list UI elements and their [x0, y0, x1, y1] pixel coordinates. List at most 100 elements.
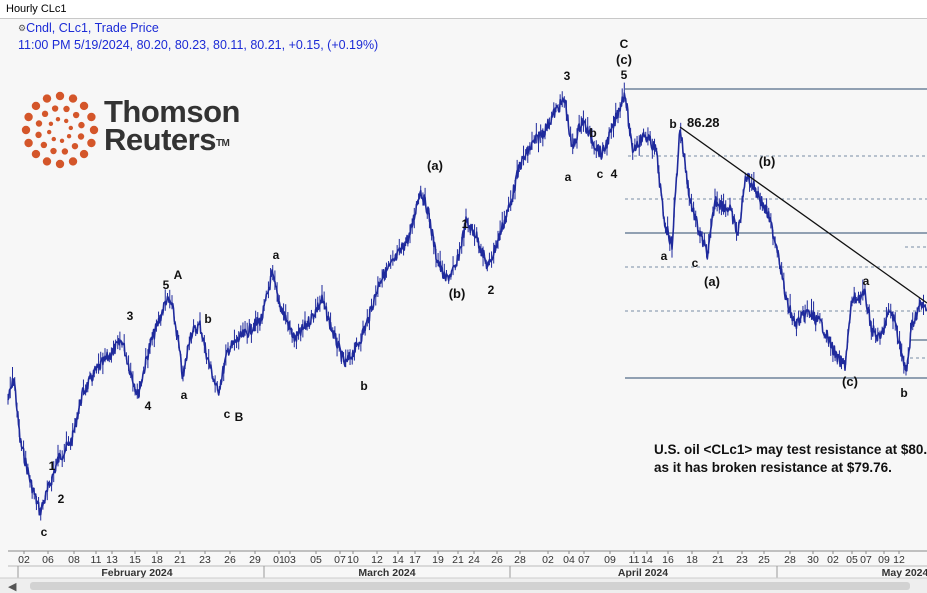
x-tick-label: 06 — [42, 554, 54, 566]
wave-label: (a) — [427, 158, 443, 173]
wave-label: b — [204, 312, 211, 326]
horizontal-scrollbar[interactable]: ◀ — [0, 577, 927, 593]
logo-dot — [68, 94, 78, 103]
x-tick-label: 05 — [310, 554, 322, 566]
wave-label: (b) — [449, 286, 466, 301]
x-tick-label: 23 — [199, 554, 211, 566]
x-tick-label: 09 — [878, 554, 890, 566]
wave-label: C — [620, 37, 629, 51]
x-tick-label: 16 — [662, 554, 674, 566]
x-tick-label: 04 — [563, 554, 575, 566]
x-tick-label: 08 — [68, 554, 80, 566]
logo-dot — [35, 120, 43, 127]
x-tick-label: 13 — [106, 554, 118, 566]
x-tick-label: 07 — [578, 554, 590, 566]
logo-dot — [48, 121, 54, 126]
x-tick-label: 15 — [129, 554, 141, 566]
logo-trademark: TM — [215, 138, 230, 149]
month-label: February 2024 — [101, 567, 172, 579]
x-tick-label: 12 — [371, 554, 383, 566]
logo-dot — [35, 131, 42, 139]
x-tick-label: 25 — [758, 554, 770, 566]
x-tick-label: 30 — [807, 554, 819, 566]
x-tick-label: 02 — [827, 554, 839, 566]
chart-legend: ⚙Cndl, CLc1, Trade Price 11:00 PM 5/19/2… — [18, 20, 378, 54]
wave-label: b — [900, 386, 907, 400]
logo-dot — [55, 91, 65, 101]
x-tick-label: 14 — [392, 554, 404, 566]
wave-label: 3 — [127, 309, 134, 323]
month-label: April 2024 — [618, 567, 668, 579]
logo-dot — [87, 138, 96, 148]
logo-dot — [79, 101, 89, 111]
logo-line-2: Reuters — [104, 122, 216, 157]
x-tick-label: 01 — [273, 554, 285, 566]
x-tick-label: 21 — [712, 554, 724, 566]
x-tick-label: 03 — [284, 554, 296, 566]
logo-dot — [50, 147, 57, 155]
wave-label: a — [565, 170, 572, 184]
x-tick-label: 14 — [641, 554, 653, 566]
wave-label: A — [174, 268, 183, 282]
scroll-left-icon[interactable]: ◀ — [8, 581, 17, 593]
x-tick-label: 21 — [452, 554, 464, 566]
wave-label: 4 — [145, 399, 152, 413]
wave-label: b — [669, 117, 676, 131]
logo-dot — [24, 138, 33, 148]
x-tick-label: 19 — [432, 554, 444, 566]
scrollbar-thumb[interactable] — [30, 582, 910, 590]
x-tick-label: 07 — [860, 554, 872, 566]
wave-label: 5 — [163, 278, 170, 292]
logo-dot — [51, 105, 59, 112]
x-tick-label: 17 — [409, 554, 421, 566]
settings-icon[interactable]: ⚙ — [18, 23, 27, 33]
wave-label: (a) — [704, 274, 720, 289]
legend-series: Cndl, CLc1, Trade Price — [26, 21, 159, 35]
x-tick-label: 26 — [491, 554, 503, 566]
x-tick-label: 18 — [151, 554, 163, 566]
wave-label: 2 — [58, 492, 65, 506]
logo-dot — [77, 133, 85, 140]
x-axis: 02 06 08 11 13 15 18 21 23 26 29 01 03 05 07 10 12 14 17 19… — [8, 550, 927, 579]
wave-label: c — [41, 525, 48, 539]
wave-label: a — [661, 249, 668, 263]
logo-dot — [24, 112, 33, 122]
logo-dot — [51, 136, 56, 142]
logo-dot — [72, 111, 80, 119]
wave-label: c — [692, 256, 699, 270]
x-tick-label: 12 — [893, 554, 905, 566]
trendline[interactable] — [679, 126, 927, 304]
logo-line-1: Thomson — [104, 94, 241, 129]
wave-label: (b) — [759, 154, 776, 169]
logo-dot — [41, 110, 49, 118]
x-tick-label: 24 — [468, 554, 480, 566]
logo-dot — [78, 121, 85, 129]
window-title: Hourly CLc1 — [6, 3, 67, 15]
x-tick-label: 02 — [542, 554, 554, 566]
resistance-label: 86.28 — [687, 115, 720, 130]
logo-dot — [31, 101, 41, 111]
month-label: May 2024 — [882, 567, 927, 579]
wave-label: b — [589, 126, 596, 140]
logo-dot — [40, 141, 48, 149]
logo-dot — [31, 149, 41, 159]
wave-label: 4 — [611, 167, 618, 181]
x-tick-label: 07 — [334, 554, 346, 566]
annotation-line-1: U.S. oil <CLc1> may test resistance at $… — [654, 442, 927, 457]
x-tick-label: 29 — [249, 554, 261, 566]
logo-wordmark: Thomson ReutersTM — [104, 94, 241, 157]
wave-label: a — [863, 274, 870, 288]
logo-dot — [61, 148, 69, 155]
wave-label: a — [273, 248, 280, 262]
wave-label: 5 — [621, 68, 628, 82]
chart-annotation: U.S. oil <CLc1> may test resistance at $… — [654, 441, 927, 477]
x-tick-label: 28 — [514, 554, 526, 566]
thomson-reuters-logo-icon — [21, 91, 99, 169]
wave-label: 2 — [488, 283, 495, 297]
wave-label: 1 — [49, 459, 56, 473]
wave-label: c — [597, 167, 604, 181]
wave-label: 1 — [462, 217, 469, 231]
logo-dot — [21, 125, 31, 135]
logo-dot — [42, 157, 52, 166]
